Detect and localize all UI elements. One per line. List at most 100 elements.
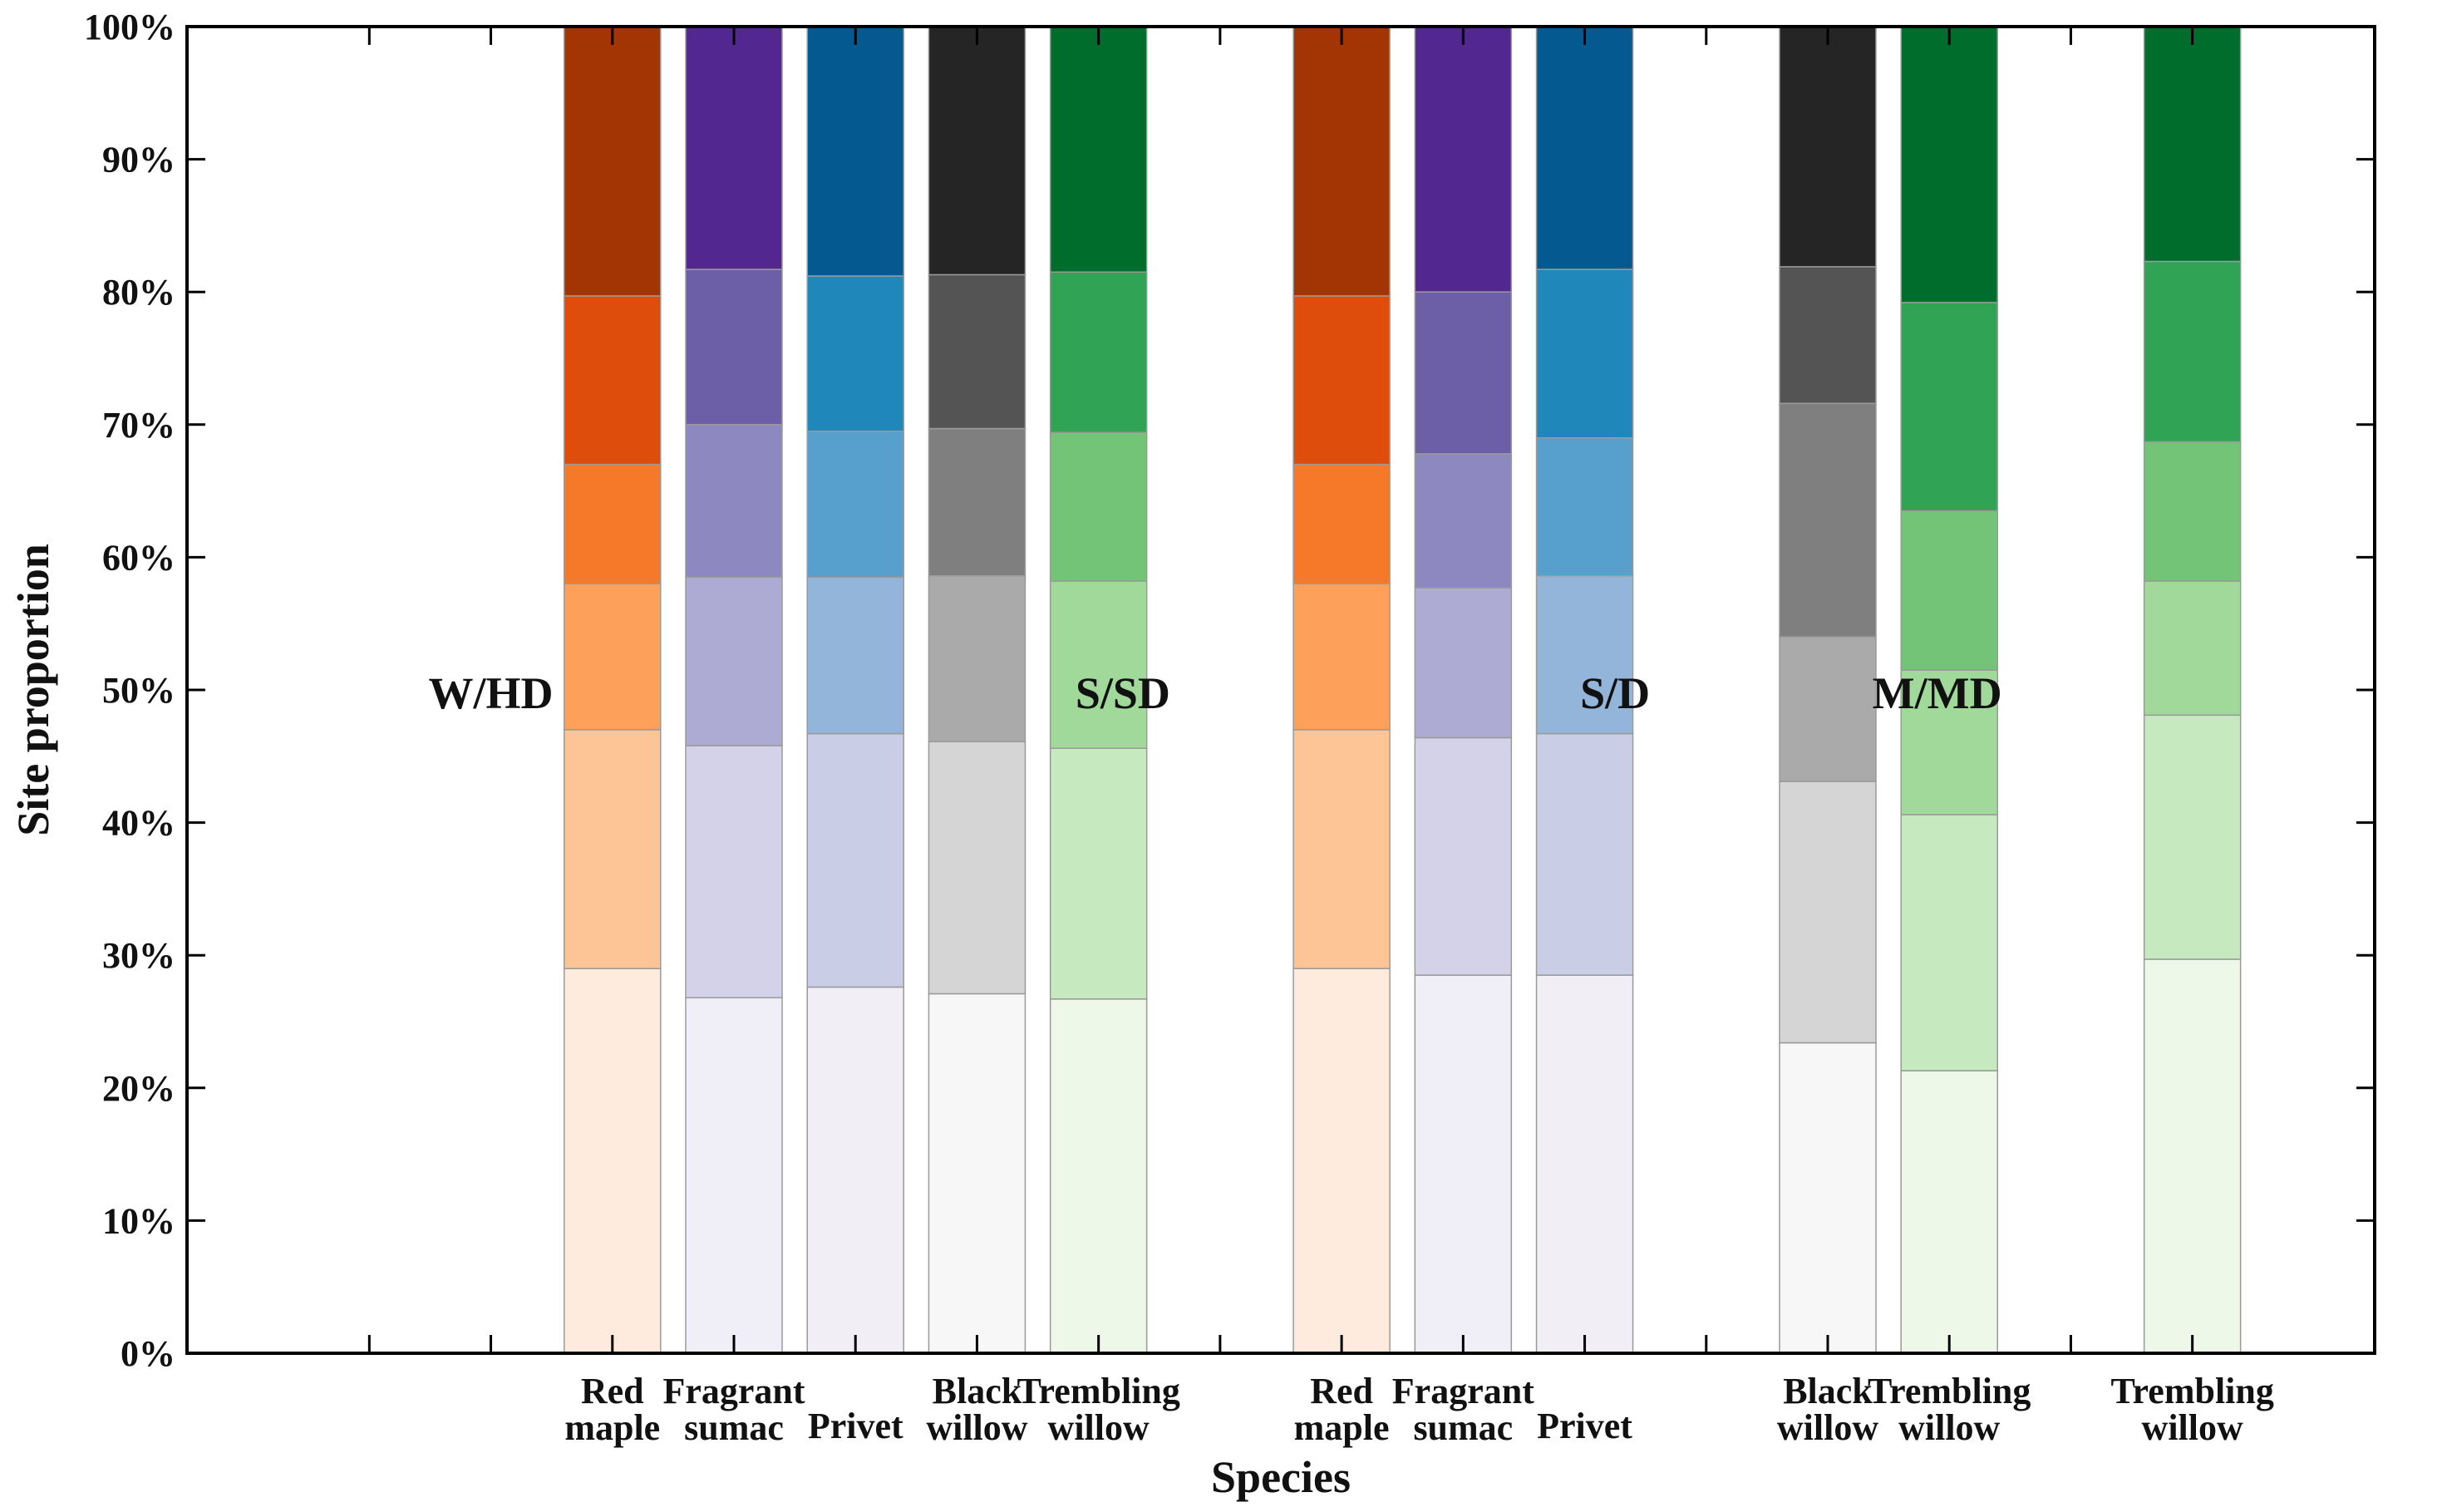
bar-segment-1-6 — [564, 26, 662, 297]
bar-segment-8-3 — [1535, 574, 1634, 735]
bar-segment-2-4 — [685, 424, 783, 579]
bar-segment-7-1 — [1414, 974, 1513, 1354]
category-label-4-1: Black — [933, 1371, 1022, 1411]
bar-segment-5-5 — [1049, 271, 1148, 434]
bar-segment-10-6 — [1900, 26, 1998, 303]
bar-segment-6-2 — [1292, 729, 1391, 969]
bar-segment-10-4 — [1900, 510, 1998, 671]
bar-segment-4-4 — [928, 427, 1026, 577]
bar-segment-3-5 — [806, 275, 904, 432]
category-label-10-1: Trembling — [1868, 1371, 2031, 1411]
group-label-4: M/MD — [1873, 668, 2002, 718]
y-tick-label-2: 20% — [102, 1068, 175, 1109]
y-tick-label-8: 80% — [102, 272, 175, 313]
bar-segment-7-4 — [1414, 453, 1513, 589]
bar-segment-11-5 — [2143, 260, 2242, 443]
bar-segment-7-5 — [1414, 291, 1513, 455]
category-label-6-2: maple — [1294, 1407, 1390, 1448]
category-label-2-1: Fragrant — [662, 1371, 805, 1411]
bar-segment-2-5 — [685, 268, 783, 426]
category-label-10-2: willow — [1898, 1407, 2000, 1448]
group-label-2: S/SD — [1076, 668, 1170, 718]
bar-segment-9-6 — [1779, 26, 1877, 268]
category-label-11-1: Trembling — [2110, 1371, 2273, 1411]
bar-segment-11-2 — [2143, 714, 2242, 960]
category-label-5-1: Trembling — [1017, 1371, 1179, 1411]
ticks-layer: 0% 10% 20% 30% 40% 50% 60% 70% 80% 90% 100% — [84, 7, 2375, 1374]
bar-segment-8-6 — [1535, 26, 1634, 270]
bar-segment-2-2 — [685, 745, 783, 999]
y-tick-label-4: 40% — [102, 803, 175, 844]
category-label-2-2: sumac — [684, 1407, 784, 1448]
category-label-6-1: Red — [1310, 1371, 1373, 1411]
bar-segment-6-5 — [1292, 295, 1391, 465]
bar-segment-8-2 — [1535, 732, 1634, 976]
y-tick-label-9: 90% — [102, 140, 175, 180]
bar-segment-7-3 — [1414, 587, 1513, 739]
bar-segment-8-4 — [1535, 437, 1634, 577]
y-tick-label-0: 0% — [121, 1333, 175, 1374]
bar-segment-2-1 — [685, 997, 783, 1354]
bar-segment-4-6 — [928, 26, 1026, 276]
bar-segment-3-4 — [806, 431, 904, 579]
bars-layer — [564, 26, 2242, 1354]
category-label-11-2: willow — [2142, 1407, 2243, 1448]
bar-segment-5-4 — [1049, 431, 1148, 582]
group-label-3: S/D — [1580, 668, 1650, 718]
bar-segment-10-2 — [1900, 814, 1998, 1071]
category-label-8-1: Privet — [1537, 1406, 1632, 1446]
category-label-7-2: sumac — [1413, 1407, 1513, 1448]
bar-segment-6-1 — [1292, 968, 1391, 1354]
bar-segment-1-3 — [564, 583, 662, 731]
bar-segment-10-5 — [1900, 302, 1998, 512]
bar-segment-2-6 — [685, 26, 783, 270]
y-tick-label-5: 50% — [102, 670, 175, 711]
bar-segment-3-1 — [806, 986, 904, 1354]
bar-segment-7-2 — [1414, 736, 1513, 976]
bar-segment-5-3 — [1049, 580, 1148, 749]
bar-segment-3-3 — [806, 576, 904, 735]
bar-segment-10-3 — [1900, 669, 1998, 815]
bar-segment-11-1 — [2143, 958, 2242, 1354]
bar-segment-8-5 — [1535, 268, 1634, 439]
category-label-5-2: willow — [1048, 1407, 1150, 1448]
y-tick-label-3: 30% — [102, 935, 175, 976]
bar-segment-9-4 — [1779, 402, 1877, 638]
category-label-9-1: Black — [1783, 1371, 1873, 1411]
bar-segment-9-1 — [1779, 1042, 1877, 1354]
bar-segment-6-6 — [1292, 26, 1391, 297]
y-tick-label-7: 70% — [102, 405, 175, 446]
bar-segment-4-3 — [928, 574, 1026, 742]
bar-segment-2-3 — [685, 576, 783, 746]
category-label-9-2: willow — [1777, 1407, 1878, 1448]
bar-segment-11-3 — [2143, 580, 2242, 717]
bar-segment-5-2 — [1049, 747, 1148, 1000]
category-label-4-2: willow — [926, 1407, 1027, 1448]
bar-segment-7-6 — [1414, 26, 1513, 293]
bar-segment-6-3 — [1292, 583, 1391, 731]
bar-segment-9-2 — [1779, 781, 1877, 1044]
bar-segment-5-1 — [1049, 998, 1148, 1354]
category-label-3-1: Privet — [808, 1406, 903, 1446]
group-labels-layer: W/HD S/SD S/D M/MD — [429, 668, 2002, 718]
bar-segment-4-2 — [928, 741, 1026, 995]
bar-segment-1-4 — [564, 463, 662, 585]
bar-segment-11-4 — [2143, 441, 2242, 582]
x-axis-title: Species — [1211, 1452, 1351, 1502]
y-tick-label-10: 100% — [84, 7, 175, 47]
group-label-1: W/HD — [429, 668, 554, 718]
bar-segment-9-3 — [1779, 636, 1877, 782]
bar-segment-11-6 — [2143, 26, 2242, 263]
bar-segment-8-1 — [1535, 974, 1634, 1354]
bar-segment-1-5 — [564, 295, 662, 465]
category-label-1-2: maple — [564, 1407, 660, 1448]
bar-segment-5-6 — [1049, 26, 1148, 273]
category-label-1-1: Red — [581, 1371, 644, 1411]
bar-segment-9-5 — [1779, 266, 1877, 405]
bar-segment-10-1 — [1900, 1070, 1998, 1354]
bar-segment-1-2 — [564, 729, 662, 969]
category-label-7-1: Fragrant — [1392, 1371, 1534, 1411]
y-axis-title: Site proportion — [8, 544, 58, 836]
y-tick-label-6: 60% — [102, 537, 175, 578]
